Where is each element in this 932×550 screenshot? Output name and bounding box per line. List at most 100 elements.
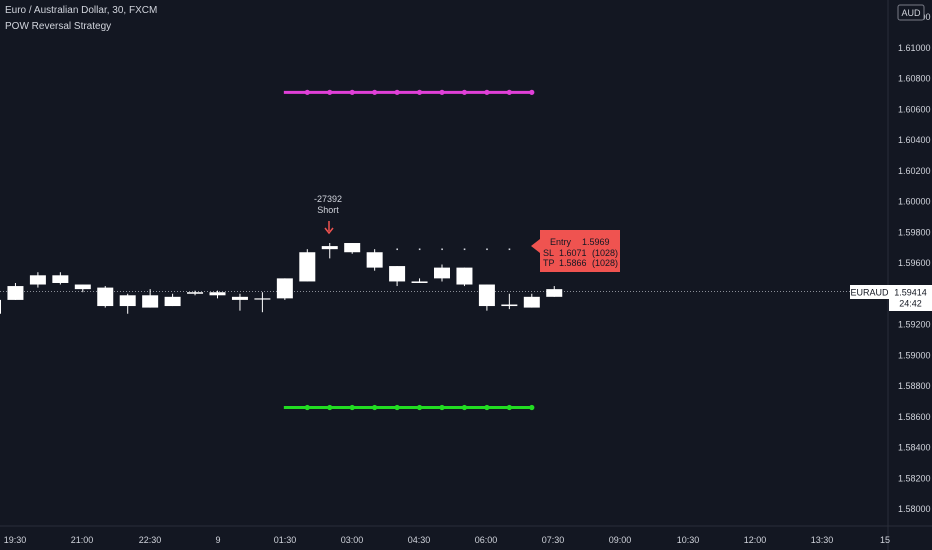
time-axis[interactable]: 19:30 21:00 22:30 9 01:30 03:00 04:30 06:00 07:3… [4,535,890,545]
entry-dot [463,248,466,251]
stop-loss-line [283,89,535,95]
entry-dots [396,248,511,251]
take-profit-dot [506,404,512,411]
stop-loss-dot [529,89,535,95]
stop-loss-dot [372,89,378,95]
candle-body [119,295,136,307]
price-tick-label: 1.60400 [898,135,931,145]
stop-loss-dot [461,89,468,95]
time-tick-label: 01:30 [274,535,297,545]
last-price-value: 1.59414 [894,288,927,298]
short-arrow-icon [324,221,334,235]
bar-countdown: 24:42 [899,299,922,309]
candle-body [164,296,181,307]
price-tick-label: 1.58000 [898,504,931,514]
price-tick-label: 1.61000 [898,43,931,53]
take-profit-dot [416,404,423,411]
last-price-badge[interactable]: EURAUD 1.59414 24:42 [850,285,932,311]
price-tick-label: 1.60200 [898,166,931,176]
candle-body [231,296,248,300]
candle-body [299,252,316,282]
symbol-tag [850,285,889,299]
entry-dot [396,248,398,251]
stop-loss-dot [439,89,445,95]
candle-body [501,304,518,307]
candle-body [74,284,91,290]
candle-body [29,275,46,285]
candle-body [478,284,495,307]
candle-body [97,287,114,307]
indicator-name[interactable]: POW Reversal Strategy [5,21,112,32]
entry-dot [486,248,488,251]
symbol-title[interactable]: Euro / Australian Dollar, 30, FXCM [5,5,158,16]
candle-body [456,267,473,285]
stop-loss-dot [484,89,490,95]
price-tick-label: 1.59600 [898,258,931,268]
candle-body [276,278,293,299]
candle-body [434,267,450,279]
time-tick-label: 22:30 [139,535,162,545]
entry-dot [418,248,421,251]
time-tick-label: 19:30 [4,535,27,545]
time-tick-label: 9 [215,535,220,545]
tp-label: TP [543,258,555,268]
stop-loss-dot [506,89,512,95]
candle-body [187,292,204,294]
stop-loss-dot [349,89,355,95]
signal-label: Short [317,205,339,215]
entry-value: 1.5969 [582,237,610,247]
price-tick-label: 1.60600 [898,104,931,114]
time-tick-label: 21:00 [71,535,94,545]
currency-badge-label: AUD [901,8,921,18]
candle-body [411,281,428,283]
trade-info-box[interactable]: Entry 1.5969 SL 1.6071 (1028) TP 1.5866 … [531,230,620,272]
candle-body [52,275,69,283]
stop-loss-dot [327,89,333,95]
candle-body [366,252,383,268]
time-tick-label: 03:00 [341,535,364,545]
price-tick-label: 1.60000 [898,197,931,207]
price-tick-label: 1.59000 [898,350,931,360]
take-profit-dot [327,404,333,411]
take-profit-dot [394,404,400,411]
stop-loss-dot [394,89,400,95]
time-tick-label: 13:30 [811,535,834,545]
time-tick-label: 12:00 [744,535,767,545]
symbol-tag-label: EURAUD [850,288,889,298]
entry-dot [508,248,511,251]
take-profit-dot [372,404,378,411]
price-tick-label: 1.58800 [898,381,931,391]
price-tick-label: 1.58200 [898,473,931,483]
time-tick-label: 10:30 [677,535,700,545]
price-axis[interactable]: 1.612001.610001.608001.606001.604001.602… [898,12,931,514]
time-tick-label: 06:00 [475,535,498,545]
price-tick-label: 1.60800 [898,74,931,84]
tp-pips: (1028) [592,258,618,268]
currency-badge[interactable]: AUD [897,4,925,21]
sl-label: SL [543,248,554,258]
candle-body [0,299,1,314]
entry-dot [441,248,443,251]
take-profit-line [283,404,535,411]
entry-label: Entry [550,237,572,247]
candle-body [389,266,406,282]
sl-value: 1.6071 [559,248,587,258]
price-tick-label: 1.58400 [898,443,931,453]
time-tick-label: 09:00 [609,535,632,545]
time-tick-label: 15 [880,535,890,545]
candle-body [523,296,540,308]
candle-body [546,289,563,297]
candles [0,243,563,314]
take-profit-dot [439,404,445,411]
price-tick-label: 1.59200 [898,320,931,330]
candle-body [344,243,361,253]
stop-loss-dot [304,89,310,95]
short-signal: -27392 Short [314,194,342,235]
take-profit-dot [461,404,468,411]
time-tick-label: 04:30 [408,535,431,545]
take-profit-dot [304,404,310,411]
candle-body [321,246,338,250]
price-tick-label: 1.58600 [898,412,931,422]
stop-loss-dot [416,89,423,95]
